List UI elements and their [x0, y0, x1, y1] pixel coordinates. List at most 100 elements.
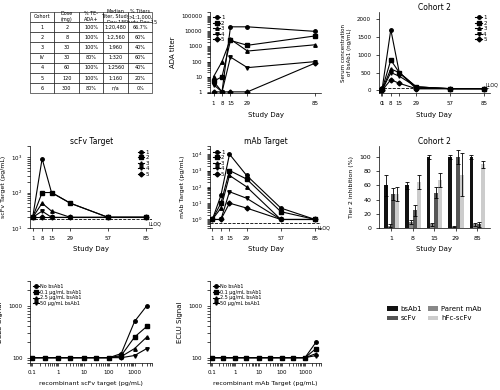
1 [68, 201, 73, 206]
Text: LLOQ: LLOQ [148, 221, 162, 226]
Line: 3: 3 [380, 67, 486, 92]
X-axis label: recombinant mAb Target (pg/mL): recombinant mAb Target (pg/mL) [214, 381, 318, 386]
2 [378, 88, 384, 93]
Bar [392, 194, 396, 228]
2 [30, 215, 36, 220]
2 [219, 74, 225, 79]
1 [244, 25, 250, 29]
No bsAb1 [144, 303, 150, 308]
No bsAb1 [30, 355, 36, 360]
No bsAb1 [220, 355, 226, 360]
2 [105, 215, 111, 220]
2 [312, 217, 318, 222]
No bsAb1 [290, 355, 296, 360]
0.1 μg/mL bsAb1 [244, 355, 250, 360]
1 [210, 79, 216, 83]
Bar [460, 175, 464, 228]
2 [210, 79, 216, 83]
X-axis label: Study Day: Study Day [248, 246, 284, 252]
1 [278, 206, 284, 211]
1 [312, 217, 318, 222]
0.1 μg/mL bsAb1 [106, 355, 112, 360]
4 [105, 215, 111, 220]
X-axis label: Study Day: Study Day [73, 246, 109, 252]
3 [218, 206, 224, 211]
1 [48, 190, 54, 195]
3 [312, 43, 318, 47]
Bar [384, 185, 388, 228]
1 [226, 152, 232, 156]
Line: 5: 5 [212, 61, 317, 94]
No bsAb1 [244, 355, 250, 360]
Line: 2: 2 [31, 191, 148, 219]
5 [68, 215, 73, 220]
4 [218, 217, 224, 222]
1 [396, 70, 402, 75]
Line: 1: 1 [212, 25, 317, 94]
2.5 μg/mL bsAb1 [232, 355, 238, 360]
50 μg/mL bsAb1 [55, 355, 61, 360]
4 [278, 217, 284, 222]
Legend: 1, 2, 3, 4, 5: 1, 2, 3, 4, 5 [212, 14, 225, 43]
5 [226, 201, 232, 206]
3 [481, 86, 487, 91]
2.5 μg/mL bsAb1 [144, 335, 150, 339]
Bar [470, 157, 474, 228]
3 [68, 215, 73, 220]
Line: No bsAb1: No bsAb1 [210, 340, 318, 360]
Line: 4: 4 [380, 71, 486, 92]
4 [39, 209, 45, 213]
5 [105, 215, 111, 220]
1 [380, 85, 386, 90]
50 μg/mL bsAb1 [290, 355, 296, 360]
3 [228, 37, 234, 42]
0.1 μg/mL bsAb1 [266, 355, 272, 360]
3 [219, 59, 225, 64]
1 [388, 27, 394, 32]
3 [226, 173, 232, 178]
5 [244, 90, 250, 94]
Y-axis label: ECLU Signal: ECLU Signal [176, 301, 182, 343]
2 [413, 85, 419, 89]
1 [39, 156, 45, 161]
3 [278, 217, 284, 222]
5 [30, 215, 36, 220]
2.5 μg/mL bsAb1 [209, 355, 215, 360]
1 [219, 90, 225, 94]
0.1 μg/mL bsAb1 [42, 355, 48, 360]
2 [278, 209, 284, 214]
0.1 μg/mL bsAb1 [118, 353, 124, 358]
0.1 μg/mL bsAb1 [209, 355, 215, 360]
Line: 2.5 μg/mL bsAb1: 2.5 μg/mL bsAb1 [30, 335, 148, 360]
3 [380, 87, 386, 92]
Bar [477, 225, 481, 228]
Bar [426, 157, 430, 228]
3 [244, 49, 250, 53]
2.5 μg/mL bsAb1 [313, 351, 319, 356]
No bsAb1 [42, 355, 48, 360]
2.5 μg/mL bsAb1 [42, 355, 48, 360]
0.1 μg/mL bsAb1 [67, 355, 73, 360]
0.1 μg/mL bsAb1 [279, 355, 285, 360]
1 [481, 86, 487, 91]
50 μg/mL bsAb1 [302, 355, 308, 360]
50 μg/mL bsAb1 [220, 355, 226, 360]
2 [210, 217, 216, 222]
50 μg/mL bsAb1 [266, 355, 272, 360]
0.1 μg/mL bsAb1 [232, 355, 238, 360]
Legend: No bsAb1, 0.1 μg/mL bsAb1, 2.5 μg/mL bsAb1, 50 μg/mL bsAb1: No bsAb1, 0.1 μg/mL bsAb1, 2.5 μg/mL bsA… [212, 284, 262, 307]
0.1 μg/mL bsAb1 [302, 355, 308, 360]
Line: 5: 5 [380, 78, 486, 92]
No bsAb1 [313, 340, 319, 344]
5 [219, 90, 225, 94]
3 [244, 184, 250, 189]
Bar [481, 164, 485, 228]
5 [228, 90, 234, 94]
50 μg/mL bsAb1 [132, 353, 138, 358]
3 [312, 217, 318, 222]
2.5 μg/mL bsAb1 [92, 355, 98, 360]
Line: 4: 4 [31, 209, 148, 219]
Line: 4: 4 [212, 55, 317, 94]
0.1 μg/mL bsAb1 [80, 355, 86, 360]
4 [396, 74, 402, 78]
